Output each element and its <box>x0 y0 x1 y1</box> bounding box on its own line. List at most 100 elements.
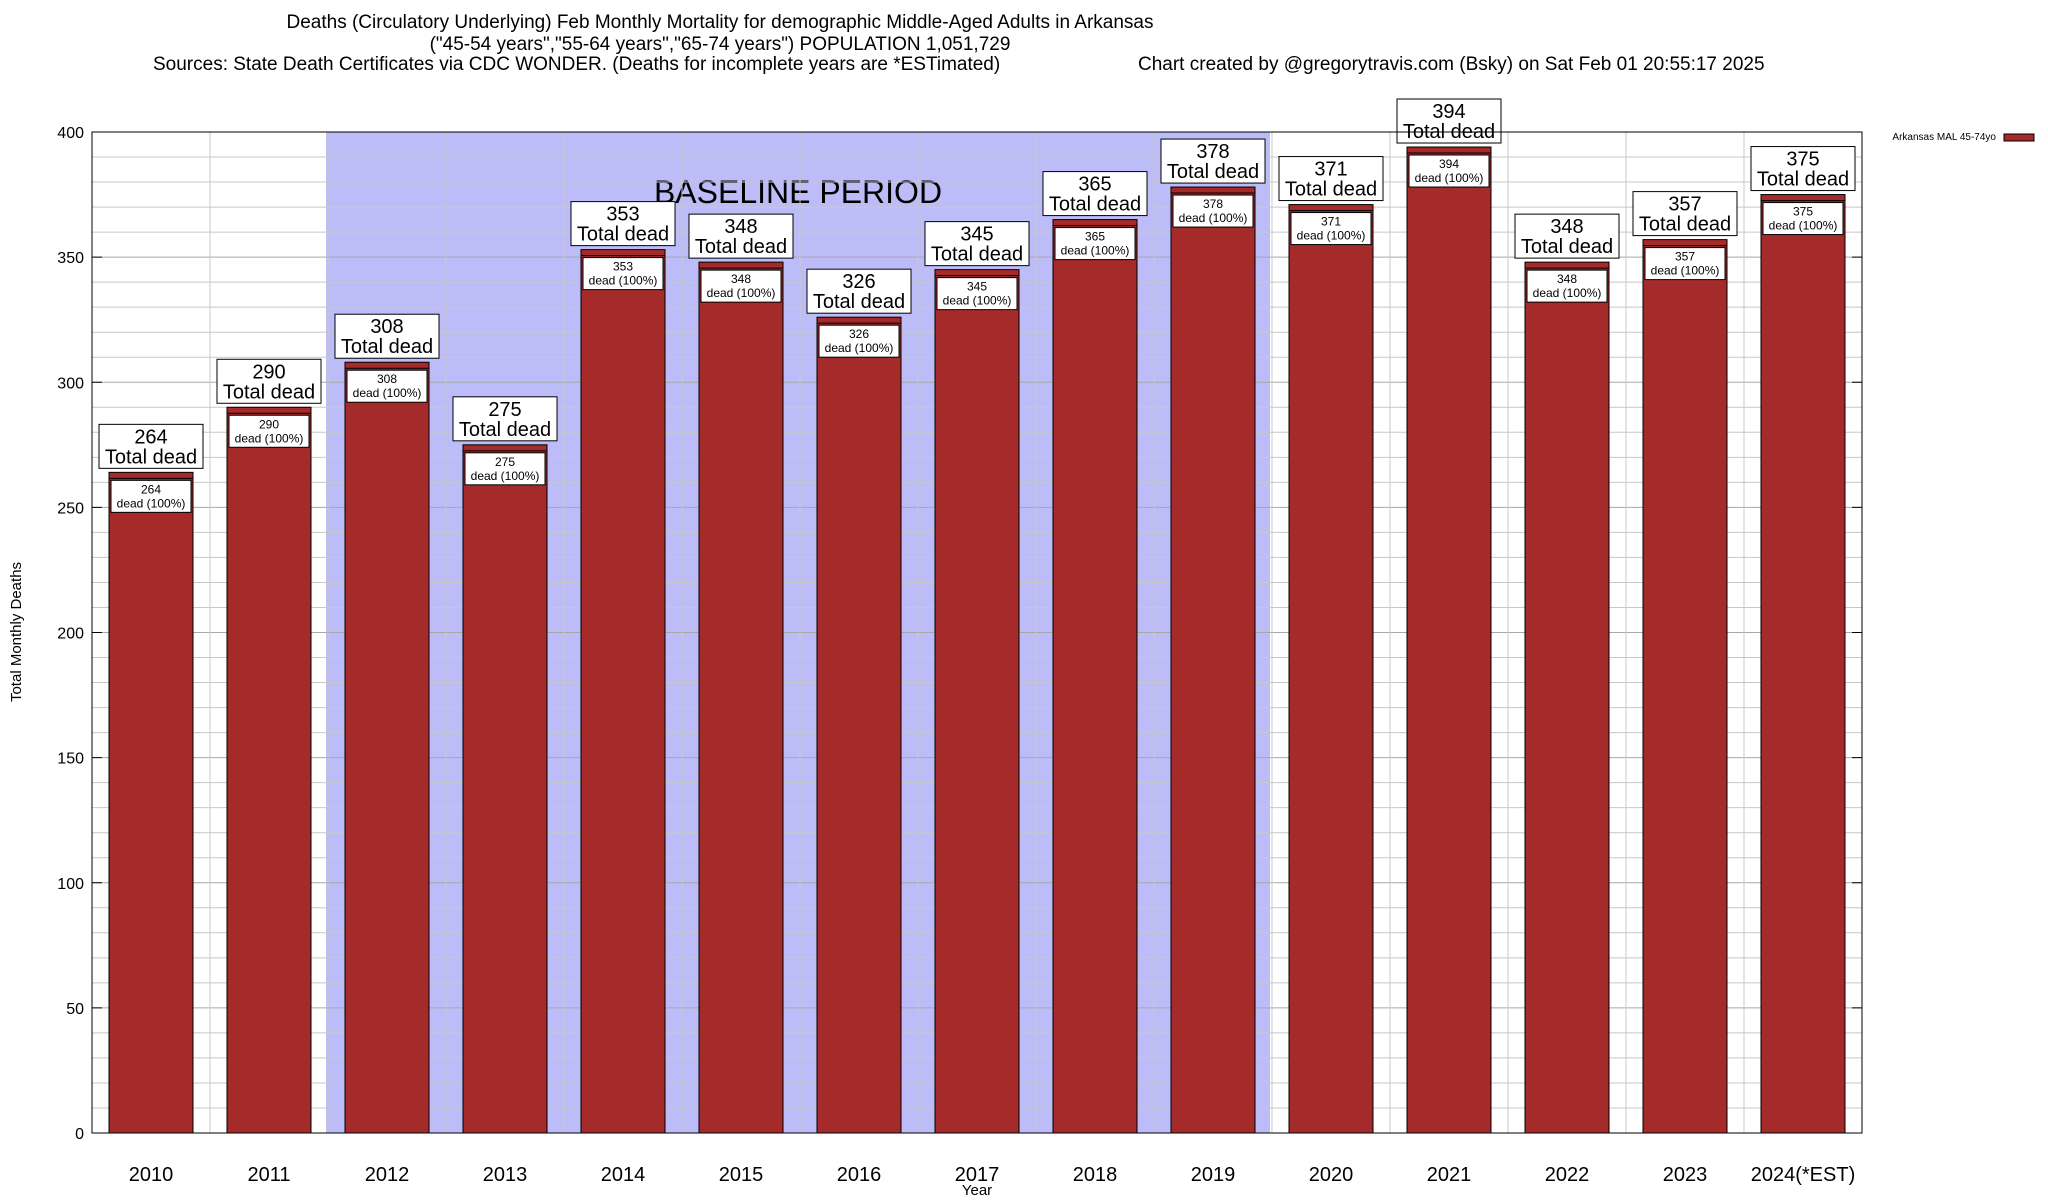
inner-percent-label: dead (100%) <box>471 469 540 483</box>
x-tick-label: 2017 <box>955 1164 1000 1186</box>
total-label-box <box>216 358 322 404</box>
bar <box>934 269 1020 1134</box>
total-suffix-label: Total dead <box>223 381 315 403</box>
inner-percent-label: dead (100%) <box>1415 171 1484 185</box>
total-label-box <box>570 201 676 247</box>
inner-label-box <box>1290 212 1372 246</box>
inner-label-box <box>700 269 782 303</box>
inner-value-label: 353 <box>613 260 633 274</box>
inner-percent-label: dead (100%) <box>1297 229 1366 243</box>
inner-value-label: 308 <box>377 372 397 386</box>
total-label-box <box>1514 213 1620 259</box>
inner-percent-label: dead (100%) <box>1533 286 1602 300</box>
x-tick-label: 2022 <box>1545 1164 1590 1186</box>
bar <box>1052 219 1138 1134</box>
inner-value-label: 365 <box>1085 230 1105 244</box>
x-axis-label: Year <box>962 1182 992 1199</box>
total-label-box <box>688 213 794 259</box>
bar <box>226 406 312 1134</box>
total-label-box <box>1750 146 1856 192</box>
bar <box>1170 186 1256 1134</box>
total-suffix-label: Total dead <box>341 336 433 358</box>
total-label-box <box>452 396 558 442</box>
total-suffix-label: Total dead <box>105 446 197 468</box>
x-tick-label: 2014 <box>601 1164 646 1186</box>
bar <box>462 444 548 1134</box>
inner-value-label: 345 <box>967 280 987 294</box>
y-tick-label: 350 <box>57 250 84 267</box>
x-tick-label: 2013 <box>483 1164 528 1186</box>
inner-percent-label: dead (100%) <box>235 431 304 445</box>
y-tick-label: 300 <box>57 375 84 392</box>
inner-percent-label: dead (100%) <box>1651 264 1720 278</box>
bar <box>1288 204 1374 1134</box>
x-tick-label: 2023 <box>1663 1164 1708 1186</box>
inner-value-label: 290 <box>259 417 279 431</box>
total-suffix-label: Total dead <box>459 419 551 441</box>
inner-label-box <box>464 452 546 486</box>
inner-value-label: 378 <box>1203 197 1223 211</box>
total-value-label: 326 <box>842 271 875 293</box>
x-tick-label: 2019 <box>1191 1164 1236 1186</box>
total-suffix-label: Total dead <box>931 244 1023 266</box>
y-tick-label: 100 <box>57 876 84 893</box>
y-tick-label: 0 <box>75 1126 84 1143</box>
total-label-box <box>924 221 1030 267</box>
inner-percent-label: dead (100%) <box>825 341 894 355</box>
inner-percent-label: dead (100%) <box>353 386 422 400</box>
inner-label-box <box>1172 194 1254 228</box>
y-axis-label: Total Monthly Deaths <box>8 562 25 702</box>
chart-title-line-2: ("45-54 years","55-64 years","65-74 year… <box>429 34 1011 55</box>
inner-percent-label: dead (100%) <box>117 496 186 510</box>
inner-label-box <box>1644 247 1726 281</box>
bar <box>1760 194 1846 1134</box>
total-value-label: 371 <box>1314 159 1347 181</box>
inner-label-box <box>936 277 1018 311</box>
total-suffix-label: Total dead <box>813 291 905 313</box>
inner-percent-label: dead (100%) <box>1179 211 1248 225</box>
inner-label-box <box>346 369 428 403</box>
bar <box>698 261 784 1134</box>
y-tick-label: 50 <box>66 1001 84 1018</box>
bar <box>1642 239 1728 1134</box>
x-tick-label: 2012 <box>365 1164 410 1186</box>
total-suffix-label: Total dead <box>1285 179 1377 201</box>
inner-value-label: 264 <box>141 482 161 496</box>
total-suffix-label: Total dead <box>577 224 669 246</box>
bar <box>344 361 430 1134</box>
baseline-period-label: BASELINE PERIOD <box>654 174 942 210</box>
total-value-label: 348 <box>724 216 757 238</box>
y-tick-label: 250 <box>57 500 84 517</box>
x-tick-label: 2024(*EST) <box>1751 1164 1856 1186</box>
inner-value-label: 275 <box>495 455 515 469</box>
y-tick-label: 400 <box>57 125 84 142</box>
total-suffix-label: Total dead <box>1639 214 1731 236</box>
total-label-box <box>98 423 204 469</box>
total-value-label: 365 <box>1078 174 1111 196</box>
chart-sources-text: Sources: State Death Certificates via CD… <box>153 54 1001 75</box>
chart-title-line-1: Deaths (Circulatory Underlying) Feb Mont… <box>286 12 1154 33</box>
x-tick-label: 2016 <box>837 1164 882 1186</box>
inner-label-box <box>1408 154 1490 188</box>
x-tick-label: 2010 <box>129 1164 174 1186</box>
total-label-box <box>806 268 912 314</box>
total-value-label: 394 <box>1432 101 1465 123</box>
total-label-box <box>1042 171 1148 217</box>
total-suffix-label: Total dead <box>1757 169 1849 191</box>
total-suffix-label: Total dead <box>695 236 787 258</box>
x-tick-label: 2011 <box>247 1164 290 1186</box>
inner-value-label: 348 <box>1557 272 1577 286</box>
total-label-box <box>1632 191 1738 237</box>
bar <box>108 471 194 1134</box>
total-value-label: 353 <box>606 204 639 226</box>
inner-label-box <box>228 414 310 448</box>
total-label-box <box>334 313 440 359</box>
bar <box>1406 146 1492 1134</box>
inner-percent-label: dead (100%) <box>589 274 658 288</box>
total-label-box <box>1160 138 1266 184</box>
inner-percent-label: dead (100%) <box>1769 219 1838 233</box>
inner-label-box <box>110 479 192 513</box>
total-value-label: 357 <box>1668 194 1701 216</box>
